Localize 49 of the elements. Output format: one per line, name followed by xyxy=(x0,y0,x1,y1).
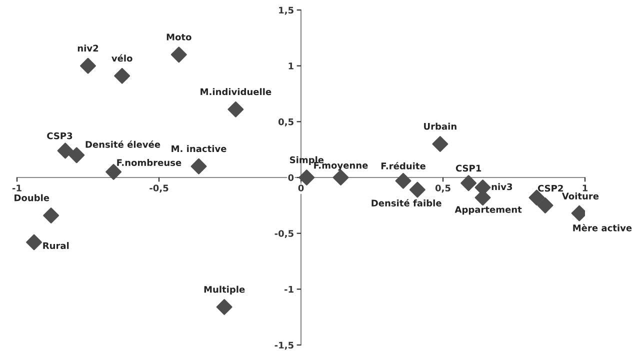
annotation: Multiple xyxy=(204,286,245,295)
annotation: F.nombreuse xyxy=(117,159,182,166)
point xyxy=(43,207,60,224)
point xyxy=(190,158,207,174)
annotation: niv2 xyxy=(78,44,98,52)
y-tick-label: 0,5 xyxy=(278,118,294,126)
point xyxy=(409,182,426,198)
point xyxy=(57,142,74,159)
y-tick-label: -1,5 xyxy=(274,342,294,350)
x-tick-label: 1 xyxy=(582,184,588,192)
point xyxy=(68,147,85,164)
point xyxy=(332,170,349,186)
annotation: M. inactive xyxy=(172,145,226,152)
annotation: Rural xyxy=(43,242,69,250)
annotation: niv3 xyxy=(492,183,512,190)
y-tick-label: -0,5 xyxy=(274,230,294,238)
annotation: CSP3 xyxy=(47,132,72,140)
annotation: Mère active xyxy=(573,224,632,232)
annotation: M.individuelle xyxy=(200,88,272,96)
point xyxy=(80,58,96,74)
point xyxy=(460,175,477,192)
annotation: Densité élevée xyxy=(86,140,160,148)
annotation: CSP1 xyxy=(456,164,482,172)
point xyxy=(170,46,187,63)
y-tick-label: -1 xyxy=(284,286,294,293)
x-tick-label: 0 xyxy=(298,184,304,192)
point xyxy=(432,136,448,152)
point xyxy=(26,234,42,250)
annotation: CSP2 xyxy=(538,184,563,192)
point xyxy=(298,170,315,186)
annotation: F.réduite xyxy=(381,162,426,170)
annotation: Densité faible xyxy=(372,199,442,206)
y-tick-label: 1 xyxy=(288,62,294,70)
annotation: vélo xyxy=(112,54,132,62)
x-tick-label: -1 xyxy=(12,184,22,192)
y-tick-label: 1,5 xyxy=(279,6,294,15)
annotation: Double xyxy=(14,194,50,202)
annotation: Moto xyxy=(166,34,192,40)
point xyxy=(114,68,130,84)
x-tick-label: 0,5 xyxy=(435,184,450,193)
x-tick-label: -0,5 xyxy=(150,184,168,193)
point xyxy=(395,172,412,189)
point xyxy=(228,101,244,118)
annotation: Voiture xyxy=(562,192,599,200)
annotation: Appartement xyxy=(454,206,522,215)
annotation: Urbain xyxy=(424,122,456,130)
y-tick-label: 0 xyxy=(288,174,294,182)
point xyxy=(537,197,554,214)
point xyxy=(216,299,232,316)
